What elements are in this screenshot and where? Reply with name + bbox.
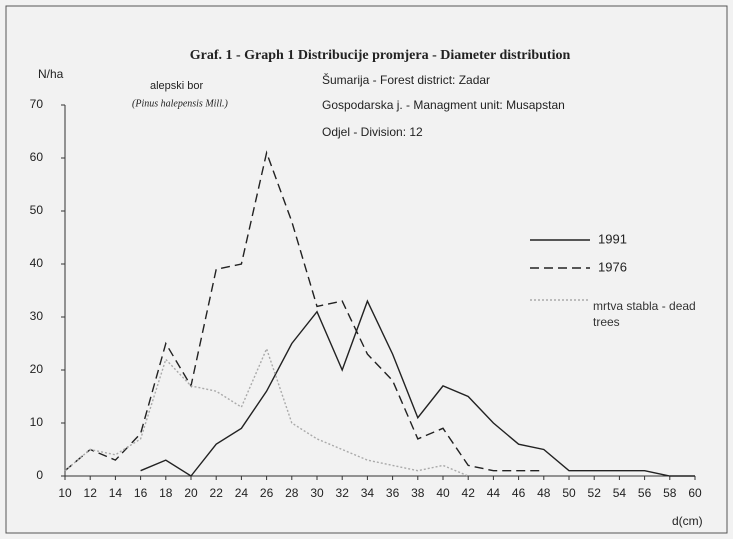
series-line bbox=[140, 299, 695, 477]
frame bbox=[5, 5, 728, 534]
y-tick-label: 60 bbox=[30, 150, 44, 164]
x-tick-label: 58 bbox=[663, 486, 677, 500]
x-tick-label: 28 bbox=[285, 486, 299, 500]
annotation: Šumarija - Forest district: Zadar bbox=[322, 72, 490, 87]
y-tick-label: 30 bbox=[30, 309, 44, 323]
y-tick-label: 0 bbox=[36, 468, 43, 482]
x-tick-label: 20 bbox=[184, 486, 198, 500]
legend-label: 1976 bbox=[598, 259, 627, 274]
x-tick-label: 12 bbox=[84, 486, 98, 500]
x-tick-label: 22 bbox=[210, 486, 224, 500]
legend-label: mrtva stabla - dead trees bbox=[593, 299, 696, 329]
x-tick-label: 40 bbox=[436, 486, 450, 500]
y-tick-label: 50 bbox=[30, 203, 44, 217]
x-tick-label: 18 bbox=[159, 486, 173, 500]
x-tick-label: 32 bbox=[336, 486, 350, 500]
x-tick-label: 44 bbox=[487, 486, 501, 500]
y-tick-label: 10 bbox=[30, 415, 44, 429]
x-tick-label: 46 bbox=[512, 486, 526, 500]
series-line bbox=[64, 150, 544, 472]
x-tick-label: 10 bbox=[58, 486, 72, 500]
x-tick-label: 30 bbox=[310, 486, 324, 500]
x-tick-label: 60 bbox=[688, 486, 702, 500]
chart-title: Graf. 1 - Graph 1 Distribucije promjera … bbox=[190, 48, 571, 63]
x-tick-label: 54 bbox=[613, 486, 627, 500]
series-line bbox=[64, 346, 469, 477]
x-tick-label: 38 bbox=[411, 486, 425, 500]
annotation: Gospodarska j. - Managment unit: Musapst… bbox=[322, 98, 565, 112]
y-tick-label: 70 bbox=[30, 97, 44, 111]
x-tick-label: 48 bbox=[537, 486, 551, 500]
x-tick-label: 26 bbox=[260, 486, 274, 500]
x-tick-label: 52 bbox=[588, 486, 602, 500]
y-tick-label: 20 bbox=[30, 362, 44, 376]
x-tick-label: 42 bbox=[462, 486, 476, 500]
annotation: alepski bor bbox=[150, 80, 204, 92]
x-axis-label: d(cm) bbox=[672, 514, 703, 528]
legend-label: 1991 bbox=[598, 231, 627, 246]
x-tick-label: 50 bbox=[562, 486, 576, 500]
x-tick-label: 24 bbox=[235, 486, 249, 500]
x-tick-label: 14 bbox=[109, 486, 123, 500]
x-tick-label: 16 bbox=[134, 486, 148, 500]
y-axis-label: N/ha bbox=[38, 67, 64, 81]
x-tick-label: 34 bbox=[361, 486, 375, 500]
y-tick-label: 40 bbox=[30, 256, 44, 270]
x-tick-label: 36 bbox=[386, 486, 400, 500]
annotation: Odjel - Division: 12 bbox=[322, 125, 423, 139]
annotation: (Pinus halepensis Mill.) bbox=[132, 98, 228, 109]
x-tick-label: 56 bbox=[638, 486, 652, 500]
